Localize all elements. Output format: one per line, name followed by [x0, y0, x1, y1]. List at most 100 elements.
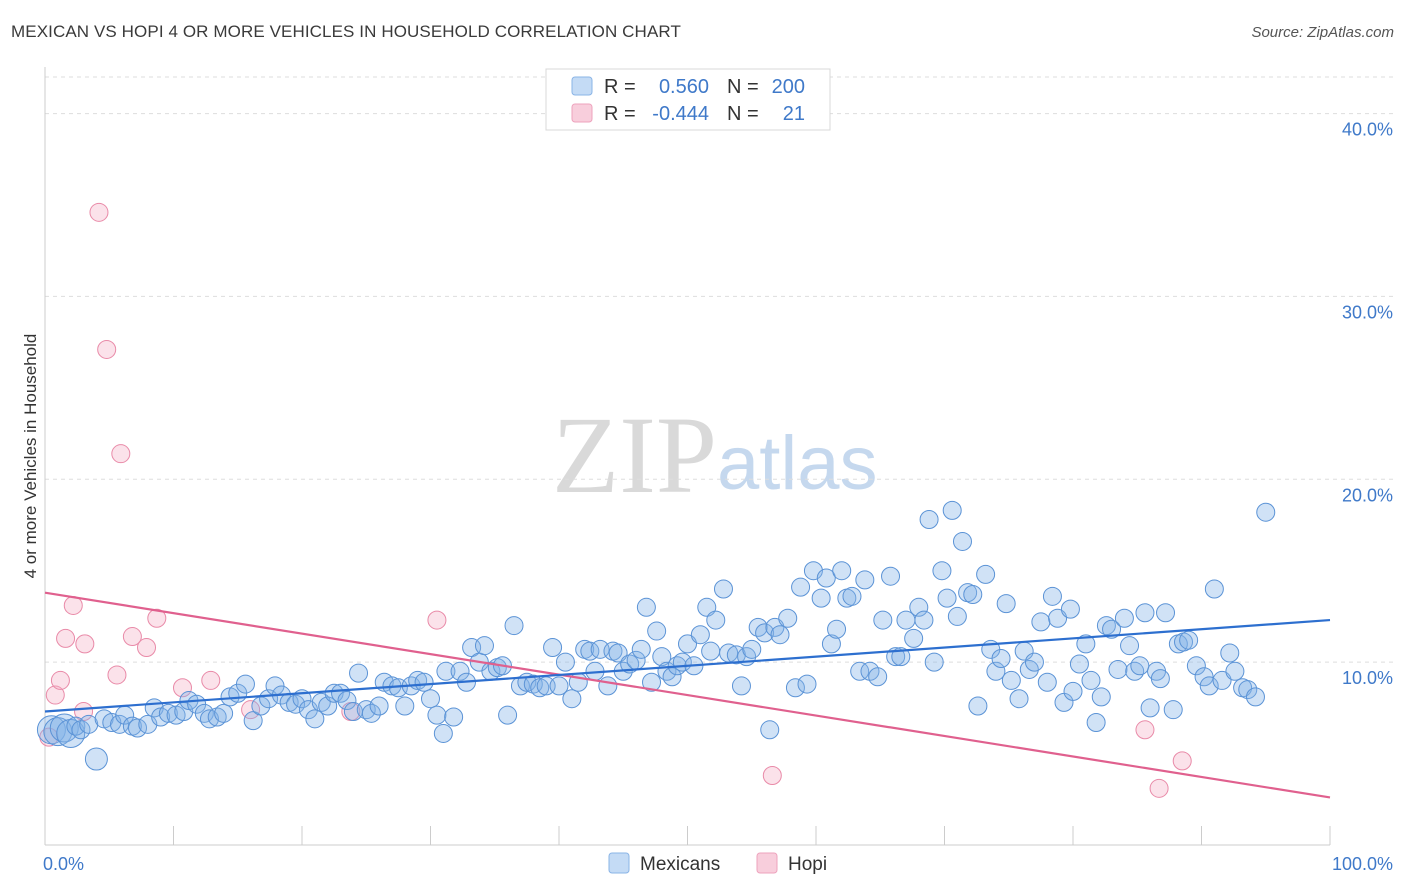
mexican-point	[549, 676, 569, 696]
mexican-point	[1212, 670, 1232, 690]
hopi-point	[107, 665, 127, 685]
mexican-point	[1102, 619, 1122, 639]
mexican-point	[395, 696, 415, 716]
mexican-points	[36, 500, 1276, 771]
y-tick-labels: 10.0% 20.0% 30.0% 40.0%	[1342, 120, 1393, 689]
mexican-point	[1179, 630, 1199, 650]
hopi-point	[137, 638, 157, 658]
mexican-point	[832, 561, 852, 581]
mexican-point	[1037, 672, 1057, 692]
mexican-point	[356, 700, 376, 720]
y-axis-label: 4 or more Vehicles in Household	[21, 334, 40, 579]
watermark-zip: ZIP	[552, 394, 717, 516]
hopi-point	[122, 627, 142, 647]
mexican-point	[742, 639, 762, 659]
legend-r-value-mexican: 0.560	[659, 76, 709, 98]
mexican-point	[1009, 689, 1029, 709]
legend-n-label-mexican: N =	[727, 76, 759, 98]
mexican-point	[914, 610, 934, 630]
mexican-point	[1150, 669, 1170, 689]
mexican-point	[349, 663, 369, 683]
mexican-point	[701, 641, 721, 661]
mexican-point	[286, 694, 306, 714]
hopi-point	[427, 610, 447, 630]
legend-swatch-mexican	[571, 76, 593, 96]
mexican-point	[1245, 687, 1265, 707]
mexican-point	[770, 625, 790, 645]
mexican-point	[785, 678, 805, 698]
mexican-point	[1156, 603, 1176, 623]
mexican-point	[986, 661, 1006, 681]
hopi-point	[111, 444, 131, 464]
mexican-point	[1204, 579, 1224, 599]
hopi-point	[1135, 720, 1155, 740]
mexican-point	[530, 678, 550, 698]
y-tick-label: 10.0%	[1342, 668, 1393, 688]
hopi-point	[241, 700, 261, 720]
mexican-point	[608, 643, 628, 663]
mexican-point	[436, 661, 456, 681]
mexican-point	[755, 623, 775, 643]
watermark-atlas: atlas	[717, 421, 878, 506]
mexican-point	[942, 500, 962, 520]
mexican-point	[952, 531, 972, 551]
mexican-point	[821, 634, 841, 654]
mexican-point	[976, 564, 996, 584]
mexican-point	[199, 709, 219, 729]
hopi-point	[1149, 778, 1169, 798]
trend-lines	[44, 591, 1331, 799]
hopi-point	[762, 766, 782, 786]
series-legend: Mexicans Hopi	[608, 852, 827, 875]
mexican-point	[1135, 603, 1155, 623]
hopi-point	[50, 670, 70, 690]
y-tick-label: 30.0%	[1342, 302, 1393, 322]
legend-r-value-hopi: -0.444	[652, 103, 709, 125]
mexican-point	[1069, 654, 1089, 674]
mexican-point	[414, 672, 434, 692]
mexican-point	[433, 723, 453, 743]
hopi-point	[201, 670, 221, 690]
mexican-point	[909, 597, 929, 617]
mexican-point	[827, 619, 847, 639]
mexican-point	[214, 703, 234, 723]
mexican-point	[562, 689, 582, 709]
hopi-trend-line	[44, 591, 1331, 799]
mexican-point	[1048, 608, 1068, 628]
mexican-point	[881, 566, 901, 586]
mexican-point	[1091, 687, 1111, 707]
mexican-point	[1225, 661, 1245, 681]
mexican-point	[636, 597, 656, 617]
mexican-point	[868, 667, 888, 687]
mexican-point	[932, 561, 952, 581]
mexican-point	[1042, 586, 1062, 606]
mexican-point	[947, 606, 967, 626]
mexican-point	[731, 676, 751, 696]
mexican-point	[79, 714, 99, 734]
mexican-point	[1081, 670, 1101, 690]
x-tick-label-max: 100.0%	[1332, 854, 1393, 874]
mexican-point	[1220, 643, 1240, 663]
mexican-point	[311, 692, 331, 712]
mexican-point	[1186, 656, 1206, 676]
mexican-point	[642, 672, 662, 692]
mexican-point	[678, 634, 697, 654]
mexican-point	[1076, 634, 1096, 654]
series-legend-label-mexican: Mexicans	[640, 854, 720, 875]
mexican-point	[305, 709, 325, 729]
mexican-point	[1194, 667, 1214, 687]
legend-n-value-hopi: 21	[783, 103, 805, 125]
mexican-point	[555, 652, 575, 672]
mexican-point	[919, 510, 939, 530]
mexican-point	[891, 647, 911, 667]
mexican-point	[331, 683, 351, 703]
series-legend-label-hopi: Hopi	[788, 854, 827, 875]
mexican-point	[631, 639, 651, 659]
mexican-point	[450, 661, 470, 681]
mexican-point	[1238, 680, 1258, 700]
mexican-point	[504, 616, 524, 636]
mexican-point	[194, 703, 214, 723]
mexican-point	[243, 711, 263, 731]
gridlines	[45, 76, 1395, 663]
mexican-point	[778, 608, 798, 628]
